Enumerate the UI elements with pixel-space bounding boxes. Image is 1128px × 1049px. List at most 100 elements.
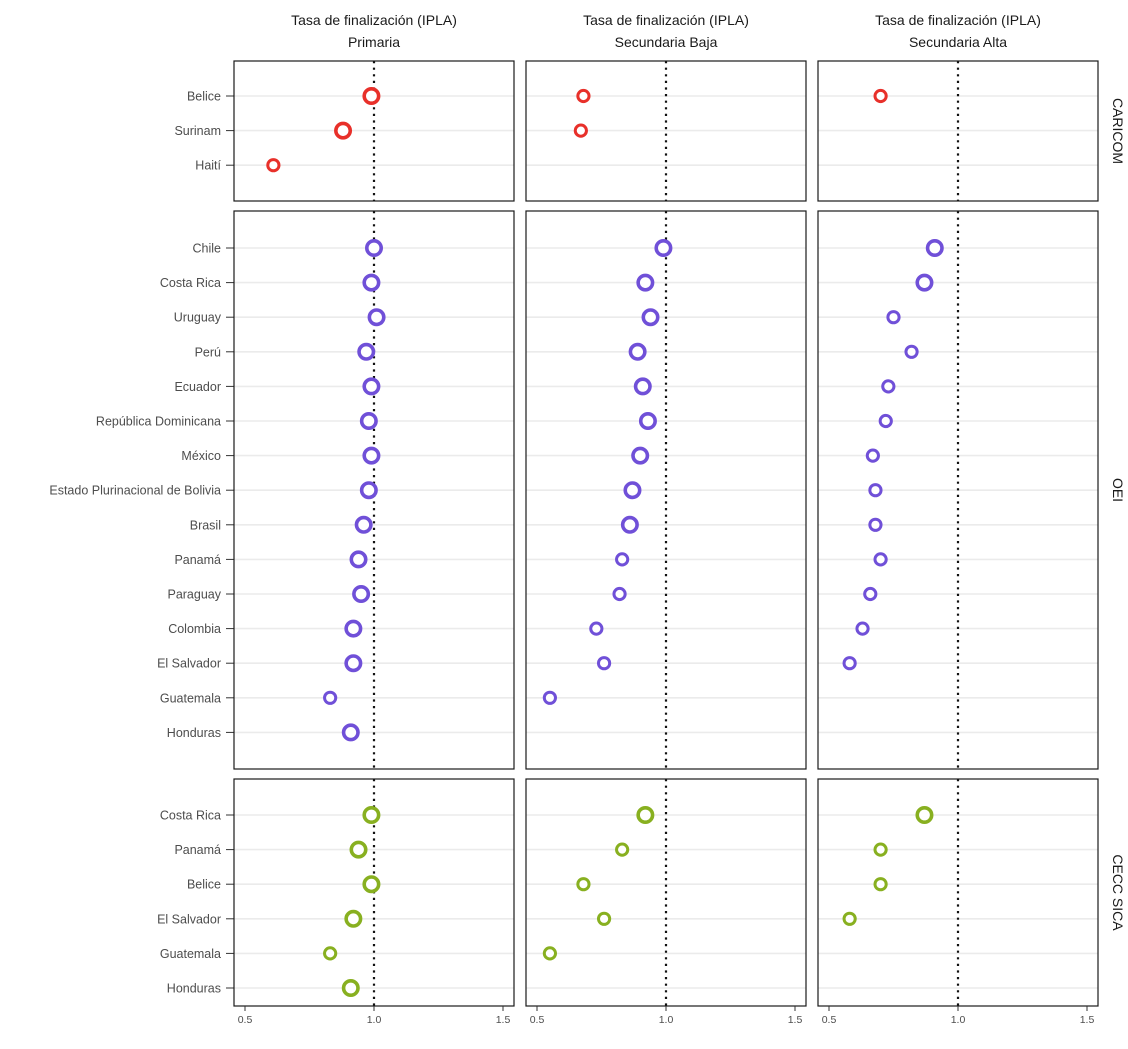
data-point: [344, 909, 363, 928]
x-tick-label: 1.0: [659, 1014, 674, 1026]
panel-border: [817, 210, 1099, 770]
data-point: [349, 840, 368, 859]
country-label: Uruguay: [174, 311, 222, 325]
country-label: Guatemala: [160, 691, 221, 705]
column-title-1-line2: Primaria: [348, 34, 400, 50]
data-point: [638, 411, 657, 430]
panel-caricom-col-1: [233, 60, 515, 202]
country-label: Costa Rica: [160, 276, 221, 290]
data-point: [636, 805, 655, 824]
data-point: [362, 273, 381, 292]
country-label: Belice: [187, 90, 221, 104]
panel-border: [233, 210, 515, 770]
data-point: [878, 413, 893, 429]
data-point: [654, 239, 673, 258]
country-label: El Salvador: [157, 912, 221, 926]
data-point: [620, 515, 639, 534]
data-point: [855, 621, 870, 636]
data-point: [576, 88, 591, 104]
data-point: [915, 273, 934, 292]
data-point: [542, 690, 558, 705]
country-label: Panamá: [174, 553, 221, 567]
data-point: [266, 158, 281, 173]
data-point: [344, 654, 363, 673]
panel-border: [525, 210, 807, 770]
country-label: Brasil: [190, 518, 221, 532]
data-point: [362, 875, 381, 894]
data-point: [631, 446, 650, 465]
country-label: Estado Plurinacional de Bolivia: [49, 484, 221, 498]
data-point: [362, 377, 381, 396]
panel-border: [817, 60, 1099, 202]
data-point: [873, 88, 888, 104]
panel-cecc-sica-col-2: [525, 778, 807, 1007]
country-label: República Dominicana: [96, 415, 221, 429]
panel-oei-col-1: [233, 210, 515, 770]
data-point: [596, 656, 612, 671]
data-point: [925, 239, 944, 258]
data-point: [881, 379, 896, 394]
group-strip-label: CECC SICA: [1110, 854, 1126, 931]
x-tick-label: 1.5: [1080, 1014, 1095, 1026]
data-point: [628, 342, 647, 361]
country-label: Haití: [195, 159, 221, 173]
data-point: [576, 877, 591, 892]
data-point: [323, 946, 338, 961]
panel-caricom-col-2: [525, 60, 807, 202]
data-point: [842, 911, 857, 926]
data-point: [904, 344, 919, 359]
column-title-2-line2: Secundaria Baja: [615, 34, 718, 50]
data-point: [873, 552, 888, 567]
group-strip-label: OEI: [1110, 478, 1126, 502]
data-point: [362, 805, 381, 824]
data-point: [364, 239, 383, 258]
x-tick-label: 0.5: [822, 1014, 837, 1026]
country-label: Chile: [193, 242, 222, 256]
panel-border: [233, 60, 515, 202]
x-tick-label: 1.0: [951, 1014, 966, 1026]
data-point: [915, 805, 934, 824]
data-point: [633, 377, 652, 396]
x-tick-label: 1.5: [788, 1014, 803, 1026]
data-point: [842, 656, 857, 671]
country-label: Belice: [187, 878, 221, 892]
data-point: [341, 978, 360, 997]
data-point: [868, 483, 883, 498]
country-label: Honduras: [167, 982, 221, 996]
data-point: [354, 515, 373, 534]
data-point: [542, 946, 558, 961]
data-point: [886, 310, 901, 325]
x-tick-label: 1.0: [367, 1014, 382, 1026]
data-point: [873, 842, 888, 857]
data-point: [357, 342, 376, 361]
column-title-1-line1: Tasa de finalización (IPLA): [291, 12, 457, 28]
data-point: [868, 517, 883, 532]
column-title-2-line1: Tasa de finalización (IPLA): [583, 12, 749, 28]
data-point: [352, 584, 371, 603]
column-title-3-line2: Secundaria Alta: [909, 34, 1007, 50]
data-point: [359, 481, 378, 500]
data-point: [863, 586, 878, 602]
country-label: Costa Rica: [160, 809, 221, 823]
country-label: El Salvador: [157, 657, 221, 671]
country-label: México: [181, 449, 221, 463]
data-point: [615, 842, 630, 857]
data-point: [865, 448, 880, 463]
data-point: [349, 550, 368, 569]
x-tick-label: 0.5: [238, 1014, 253, 1026]
data-point: [615, 552, 630, 567]
data-point: [636, 273, 655, 292]
data-point: [873, 877, 888, 892]
data-point: [362, 87, 381, 106]
panel-oei-col-3: [817, 210, 1099, 770]
column-title-3-line1: Tasa de finalización (IPLA): [875, 12, 1041, 28]
data-point: [341, 723, 360, 742]
data-point: [367, 308, 386, 327]
data-point: [641, 308, 660, 327]
country-label: Colombia: [168, 622, 221, 636]
panel-cecc-sica-col-1: [233, 778, 515, 1007]
data-point: [589, 621, 604, 636]
data-point: [573, 123, 588, 138]
country-label: Ecuador: [174, 380, 221, 394]
